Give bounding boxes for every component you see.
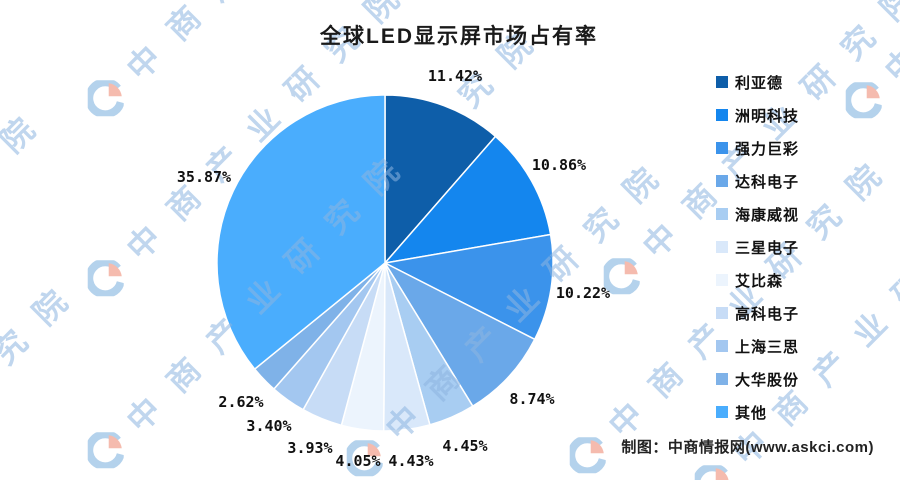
legend-label: 三星电子 bbox=[735, 239, 800, 257]
legend-item-6: 三星电子 bbox=[716, 237, 799, 257]
legend-item-5: 海康威视 bbox=[716, 204, 799, 224]
legend-item-3: 强力巨彩 bbox=[716, 138, 799, 158]
legend-label: 达科电子 bbox=[735, 173, 800, 191]
chart-legend: 利亚德洲明科技强力巨彩达科电子海康威视三星电子艾比森高科电子上海三思大华股份其他 bbox=[716, 72, 799, 435]
legend-swatch bbox=[716, 109, 728, 121]
pie-slice-1 bbox=[384, 94, 497, 265]
legend-item-1: 利亚德 bbox=[716, 72, 799, 92]
legend-label: 其他 bbox=[735, 404, 768, 422]
legend-item-2: 洲明科技 bbox=[716, 105, 799, 125]
legend-swatch bbox=[716, 373, 728, 385]
legend-label: 大华股份 bbox=[735, 371, 800, 389]
legend-label: 上海三思 bbox=[735, 338, 800, 356]
legend-swatch bbox=[716, 406, 728, 418]
legend-label: 高科电子 bbox=[735, 305, 800, 323]
pie-slice-3 bbox=[382, 233, 554, 341]
legend-swatch bbox=[716, 208, 728, 220]
page-title: 全球LED显示屏市场占有率 bbox=[320, 25, 598, 48]
legend-item-11: 其他 bbox=[716, 402, 799, 422]
pie-slice-4 bbox=[382, 261, 536, 408]
legend-swatch bbox=[716, 241, 728, 253]
legend-swatch bbox=[716, 76, 728, 88]
legend-item-4: 达科电子 bbox=[716, 171, 799, 191]
attribution-text: 制图：中商情报网(www.askci.com) bbox=[621, 439, 874, 456]
legend-item-8: 高科电子 bbox=[716, 303, 799, 323]
legend-swatch bbox=[716, 175, 728, 187]
legend-label: 洲明科技 bbox=[735, 107, 800, 125]
pie-slice-11 bbox=[216, 94, 386, 371]
legend-swatch bbox=[716, 340, 728, 352]
legend-swatch bbox=[716, 274, 728, 286]
legend-item-7: 艾比森 bbox=[716, 270, 799, 290]
legend-swatch bbox=[716, 307, 728, 319]
pie-slice-2 bbox=[383, 135, 552, 265]
legend-label: 强力巨彩 bbox=[735, 140, 800, 158]
legend-item-10: 大华股份 bbox=[716, 369, 799, 389]
legend-item-9: 上海三思 bbox=[716, 336, 799, 356]
legend-swatch bbox=[716, 142, 728, 154]
legend-label: 艾比森 bbox=[735, 272, 784, 290]
legend-label: 海康威视 bbox=[735, 206, 800, 224]
legend-label: 利亚德 bbox=[735, 74, 784, 92]
